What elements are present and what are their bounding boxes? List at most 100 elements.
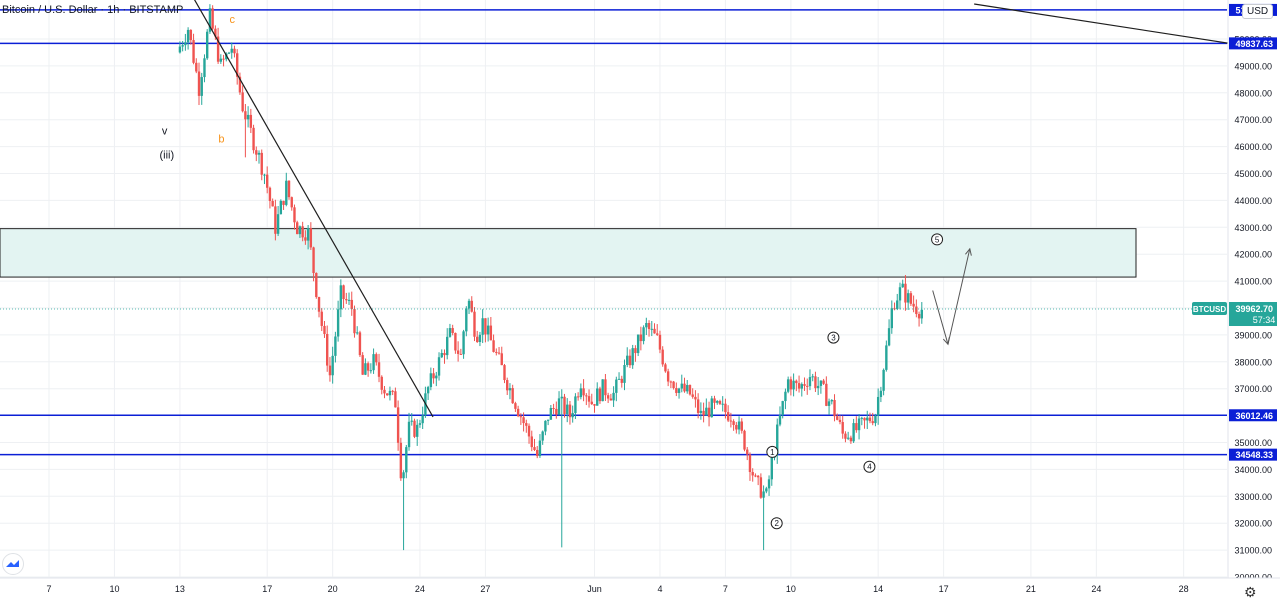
candle-body xyxy=(522,417,525,424)
candle-body xyxy=(413,420,416,437)
candle-body xyxy=(396,407,400,443)
candle-body xyxy=(857,418,861,431)
trendline[interactable] xyxy=(191,0,434,418)
candle-body xyxy=(917,314,921,319)
candle-body xyxy=(549,408,553,420)
candle-body xyxy=(808,377,812,387)
candle-body xyxy=(260,152,263,175)
candle-body xyxy=(756,475,760,478)
candle-body xyxy=(863,417,866,421)
candle-body xyxy=(339,285,343,310)
currency-badge[interactable]: USD xyxy=(1242,4,1274,19)
candle-body xyxy=(759,477,763,498)
wave-circle xyxy=(863,460,876,473)
time-tick-label: 17 xyxy=(939,584,949,594)
candle-body xyxy=(876,396,880,416)
candle-body xyxy=(405,447,408,473)
candle-body xyxy=(309,228,313,248)
trendlines[interactable] xyxy=(191,0,1280,418)
price-tick-label: 42000.00 xyxy=(1234,250,1272,260)
candlestick-series xyxy=(178,4,923,551)
time-axis[interactable]: 7 10 13 17 20 24 27 Jun 4 7 10 14 17 21 24 28 xyxy=(0,577,1280,601)
candle-body xyxy=(544,420,547,432)
candle-body xyxy=(377,362,381,377)
candle-body xyxy=(266,174,269,188)
candle-body xyxy=(601,379,604,402)
candle-body xyxy=(519,416,523,418)
candle-body xyxy=(222,58,225,60)
candle-body xyxy=(675,388,678,393)
candle-body xyxy=(598,388,602,402)
candle-body xyxy=(195,62,198,72)
wave-circle xyxy=(931,233,944,246)
candle-body xyxy=(710,398,713,418)
wave-label: 5 xyxy=(935,235,940,244)
candle-body xyxy=(503,365,506,381)
candle-body xyxy=(585,395,588,397)
candle-body xyxy=(350,299,353,310)
time-tick-label: 13 xyxy=(175,584,185,594)
time-axis-bg xyxy=(0,578,1280,601)
candle-body xyxy=(767,479,771,489)
candle-body xyxy=(846,437,850,439)
candle-body xyxy=(855,423,858,431)
candle-body xyxy=(724,403,727,413)
candle-body xyxy=(770,457,773,480)
projection-path[interactable] xyxy=(932,248,971,345)
candle-body xyxy=(827,401,831,406)
candle-body xyxy=(623,365,626,383)
tradingview-logo-icon[interactable] xyxy=(2,553,24,575)
candle-body xyxy=(361,355,364,375)
candle-body xyxy=(896,300,899,309)
candle-body xyxy=(508,388,512,391)
candle-body xyxy=(186,29,190,43)
candle-body xyxy=(557,398,561,415)
candle-body xyxy=(904,283,907,303)
candle-body xyxy=(276,214,280,234)
candle-body xyxy=(331,355,334,376)
price-tick-label: 44000.00 xyxy=(1234,196,1272,206)
candle-body xyxy=(465,308,468,332)
candle-body xyxy=(208,8,212,32)
candle-body xyxy=(718,400,722,404)
price-axis[interactable]: 30000.0031000.0032000.0033000.0034000.00… xyxy=(1227,0,1280,583)
time-tick-label: 27 xyxy=(480,584,490,594)
candle-body xyxy=(716,400,719,403)
candle-body xyxy=(560,396,563,399)
chart-settings-gear-icon[interactable]: ⚙ xyxy=(1244,584,1257,600)
level-price-tag xyxy=(1229,409,1277,422)
candle-body xyxy=(489,325,493,341)
candle-body xyxy=(811,376,814,378)
candle-body xyxy=(486,325,490,335)
candle-body xyxy=(743,430,746,450)
candle-body xyxy=(841,422,844,434)
candle-body xyxy=(634,348,637,354)
candle-body xyxy=(456,350,460,354)
candle-body xyxy=(467,300,471,309)
time-tick-label: 20 xyxy=(328,584,338,594)
candle-body xyxy=(197,71,201,96)
resistance-zone[interactable] xyxy=(0,228,1137,278)
candle-body xyxy=(909,293,913,304)
candle-body xyxy=(563,396,566,414)
candle-body xyxy=(882,369,885,391)
candle-body xyxy=(200,77,203,96)
candle-body xyxy=(500,353,503,366)
candle-body xyxy=(347,299,351,301)
time-tick-label: 7 xyxy=(46,584,51,594)
candle-body xyxy=(178,46,182,53)
candle-body xyxy=(252,127,255,151)
candle-body xyxy=(795,380,798,384)
candle-body xyxy=(492,340,495,352)
level-price-label: 49837.63 xyxy=(1235,39,1273,49)
symbol-tag-label: BTCUSD xyxy=(1193,305,1227,314)
candle-body xyxy=(868,417,872,422)
candle-body xyxy=(323,325,326,334)
candle-body xyxy=(762,491,765,498)
candle-body xyxy=(429,373,433,388)
candle-body xyxy=(399,442,403,479)
candle-body xyxy=(219,58,223,62)
candle-body xyxy=(642,327,645,342)
